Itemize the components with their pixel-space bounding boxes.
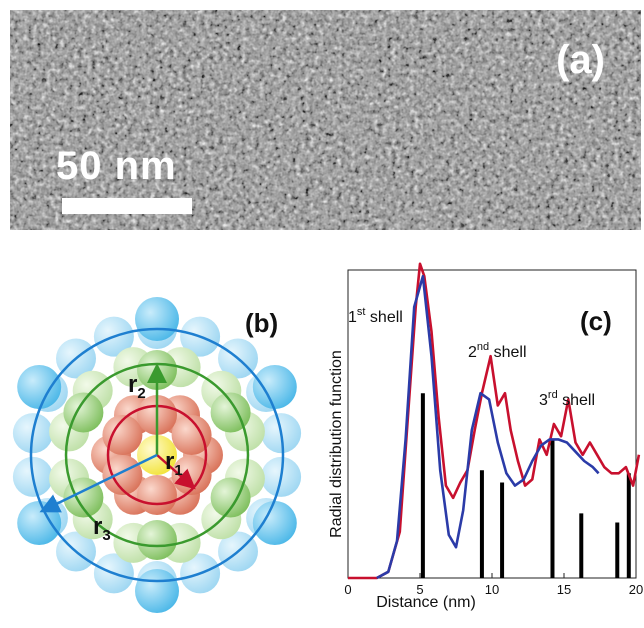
sphere [102, 415, 143, 455]
rdf-chart: 0 5 10 15 20 (c) Distance (nm) Radial distri… [318, 262, 644, 623]
rdf-experimental-line [348, 262, 641, 580]
radius-arrow-r1 [156, 454, 196, 490]
sphere [17, 365, 62, 409]
annotation-3rd-shell: 3rd shell [539, 389, 595, 409]
annotation-1st-shell: 1st shell [348, 306, 403, 326]
sphere [102, 455, 143, 495]
sphere [210, 392, 251, 433]
radius-arrow-r3 [39, 453, 158, 513]
sphere [135, 569, 179, 613]
x-axis-label: Distance (nm) [376, 594, 476, 611]
sphere [171, 415, 212, 455]
x-tick-label: 5 [416, 582, 423, 597]
panel-c-label: (c) [580, 306, 612, 336]
scale-bar-label: 50 nm [56, 144, 177, 188]
panel-a-label: (a) [556, 38, 605, 82]
shell-ring-3 [29, 327, 285, 583]
r1-label: r1 [165, 448, 183, 479]
sphere [210, 477, 251, 518]
sphere [252, 365, 297, 409]
tem-micrograph: (a) 50 nm [10, 10, 641, 230]
scale-bar [62, 198, 192, 214]
tem-texture [10, 10, 641, 230]
r3-label: r3 [93, 513, 111, 544]
x-tick-label: 15 [557, 582, 571, 597]
sphere [137, 475, 177, 515]
sphere [17, 501, 62, 545]
rdf-fit-line [376, 274, 600, 580]
sphere [63, 477, 104, 518]
shell-model-diagram: r1 r2 r3 (b) [0, 272, 325, 623]
y-axis-label: Radial distribution function [328, 350, 345, 538]
sphere [137, 520, 177, 560]
sphere [252, 501, 297, 545]
panel-b-label: (b) [245, 308, 278, 338]
sphere [135, 297, 179, 341]
x-tick-label: 10 [485, 582, 499, 597]
rdf-chart-svg: 0 5 10 15 20 (c) Distance (nm) Radial distri… [328, 262, 643, 611]
x-tick-label: 0 [344, 582, 351, 597]
r2-label: r2 [128, 371, 146, 402]
x-tick-label: 20 [629, 582, 643, 597]
shell-model-svg: r1 r2 r3 (b) [12, 297, 302, 613]
annotation-2nd-shell: 2nd shell [468, 341, 527, 361]
sphere [63, 392, 104, 433]
